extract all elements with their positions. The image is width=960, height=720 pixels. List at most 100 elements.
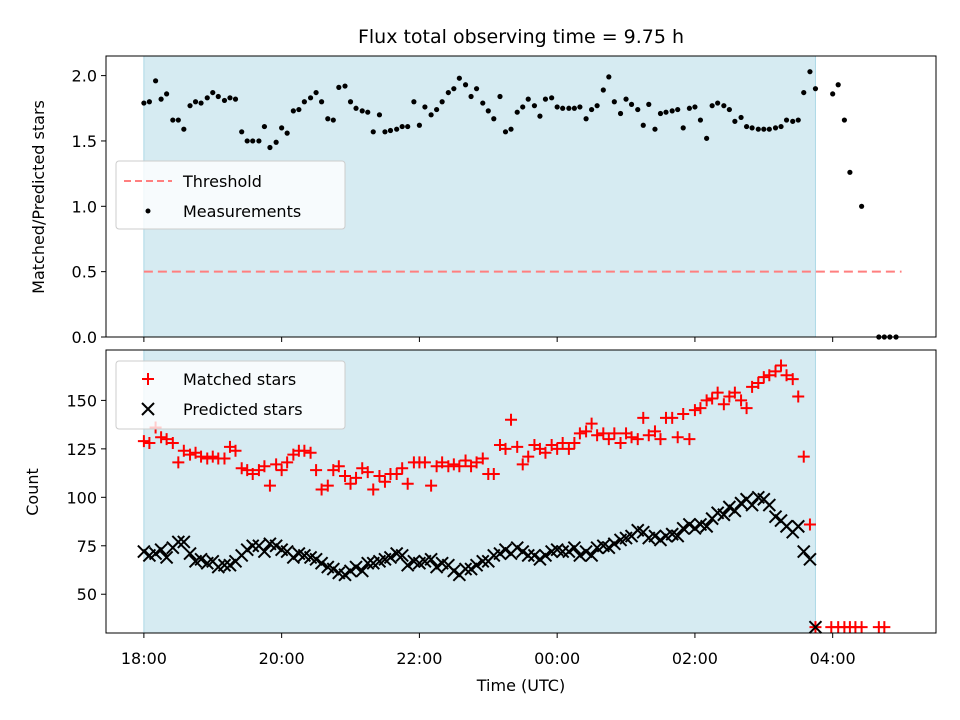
matched-stars-legend-swatch [142,373,154,385]
bottom-y-tick-label-4: 150 [66,391,97,410]
measurement-point-68 [531,103,538,109]
measurement-point-77 [583,116,589,122]
matched-star-point-1 [143,437,156,450]
measurement-point-62 [497,93,503,100]
matched-star-point-56 [459,454,472,467]
matched-star-point-87 [637,411,650,424]
measurement-point-30 [313,89,319,96]
predicted-star-point-45 [395,548,409,563]
measurement-point-76 [577,104,583,110]
measurement-point-11 [204,95,210,101]
x-tick-label-3: 00:00 [534,649,580,668]
predicted-star-point-39 [361,556,375,570]
predicted-stars-legend-swatch [141,402,155,416]
predicted-stars-legend-label: Predicted stars [183,400,303,419]
measurement-point-109 [766,126,772,132]
matched-star-point-21 [258,460,271,473]
measurement-point-36 [347,99,354,105]
matched-star-point-109 [763,369,776,382]
predicted-star-point-78 [584,548,599,563]
measurement-point-38 [359,108,365,114]
matched-star-point-108 [757,371,770,384]
bottom-y-tick-label-2: 100 [66,488,97,507]
measurement-point-115 [801,89,807,96]
top-y-tick-label-2: 1.0 [72,197,97,216]
matched-star-point-115 [797,450,810,463]
predicted-star-point-94 [676,521,690,536]
matched-star-point-23 [270,458,283,471]
matched-star-point-35 [339,469,352,482]
matched-star-point-113 [786,373,799,386]
measurement-point-35 [342,83,348,89]
predicted-star-point-4 [159,550,174,565]
measurement-point-95 [686,105,693,111]
measurement-point-44 [394,126,400,132]
x-tick-label-1: 20:00 [259,649,305,668]
predicted-star-point-59 [476,554,490,568]
measurement-point-84 [623,96,629,102]
bottom-y-tick-label-0: 50 [77,585,97,604]
measurement-point-1 [146,99,152,105]
measurement-point-69 [537,113,543,119]
matched-star-point-37 [350,471,363,484]
predicted-star-point-70 [538,548,553,563]
matched-star-point-105 [740,402,753,415]
measurement-point-100 [715,100,721,106]
matched-star-point-16 [229,444,242,457]
predicted-star-point-43 [383,550,398,565]
matched-star-point-88 [642,429,655,442]
measurement-point-32 [325,116,331,122]
matched-star-point-12 [206,450,219,463]
measurement-point-34 [336,84,342,90]
measurement-point-107 [755,126,761,132]
matched-star-point-45 [396,462,409,475]
matched-star-point-30 [310,464,323,477]
matched-star-point-8 [184,448,197,461]
matched-star-point-114 [792,390,805,403]
measurement-point-57 [468,93,474,100]
measurement-point-94 [680,125,686,131]
measurement-point-113 [790,118,796,124]
matched-star-point-100 [711,386,724,399]
measurement-point-31 [318,99,325,105]
measurement-point-5 [170,117,176,123]
predicted-star-point-106 [745,498,759,512]
top-y-axis-label: Matched/Predicted stars [29,100,48,294]
measurement-point-74 [566,105,572,111]
measurement-point-61 [491,116,497,122]
matched-star-point-53 [442,460,455,473]
bottom-legend-box [115,360,346,430]
x-tick-label-4: 02:00 [672,649,718,668]
matched-star-point-54 [447,458,460,471]
top-y-tick-label-3: 1.5 [72,132,97,151]
measurement-point-118 [830,91,836,97]
matched-star-point-86 [631,433,644,446]
measurement-point-101 [721,103,727,109]
measurement-point-47 [411,99,417,105]
measurement-point-48 [416,122,423,128]
matched-star-point-92 [666,411,679,424]
measurements-legend-label: Measurements [183,202,301,221]
measurement-point-108 [761,126,767,132]
threshold-legend-label: Threshold [182,172,262,191]
measurement-point-64 [508,126,514,132]
measurement-point-82 [611,99,617,105]
x-tick-label-5: 04:00 [810,649,856,668]
measurement-point-54 [451,86,457,92]
matched-star-point-76 [573,427,586,440]
measurement-point-53 [445,89,451,96]
measurement-point-89 [652,126,658,132]
measurement-point-39 [365,109,371,115]
top-y-tick-label-1: 0.5 [72,263,97,282]
matched-star-point-34 [332,460,345,473]
measurement-point-25 [284,130,290,136]
top-legend: Threshold Measurements [115,160,346,230]
measurement-point-97 [697,117,704,123]
matched-star-point-72 [551,442,564,455]
matched-star-point-79 [591,429,604,442]
matched-star-point-50 [425,479,438,492]
measurement-point-4 [164,91,170,97]
measurement-point-13 [215,93,221,100]
measurement-point-33 [330,117,336,123]
top-plot-frame [105,55,937,338]
